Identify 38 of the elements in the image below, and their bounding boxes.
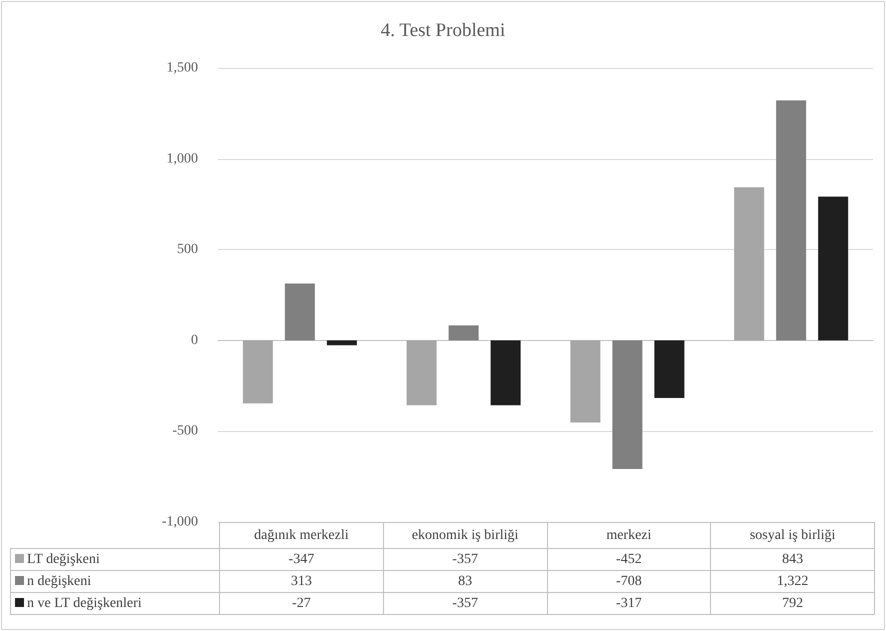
data-label: -347 — [220, 548, 384, 570]
bar — [818, 196, 848, 340]
data-label: -317 — [547, 592, 711, 614]
data-label: -27 — [220, 592, 384, 614]
data-label: -452 — [547, 548, 711, 570]
data-label: 1,322 — [710, 570, 874, 592]
legend-label: LT değişkeni — [10, 548, 220, 570]
x-tick-label: ekonomik iş birliği — [383, 522, 547, 548]
data-label: 843 — [710, 548, 874, 570]
bar — [734, 187, 764, 340]
bar — [612, 340, 642, 469]
y-tick-label: 1,000 — [166, 151, 198, 166]
data-label: 83 — [383, 570, 547, 592]
y-tick-label: -500 — [172, 424, 198, 439]
bar — [570, 340, 600, 422]
bar — [448, 325, 479, 340]
bar — [242, 340, 273, 404]
bar — [284, 284, 315, 340]
x-tick-label: merkezi — [547, 522, 711, 548]
y-tick-label: 500 — [177, 242, 198, 258]
legend-label: n değişkeni — [10, 570, 220, 592]
legend-label: n ve LT değişkenleri — [10, 592, 220, 614]
y-tick-label: 1,500 — [166, 60, 198, 76]
bar — [326, 340, 357, 346]
y-tick-label: -1,000 — [162, 514, 198, 530]
x-tick-label: dağınık merkezli — [220, 522, 384, 548]
bar — [406, 340, 437, 406]
data-label: 792 — [710, 592, 874, 614]
bar — [654, 340, 684, 398]
data-label: -708 — [547, 570, 711, 592]
bar — [490, 340, 521, 406]
bar — [776, 100, 806, 340]
data-label: 313 — [220, 570, 384, 592]
chart-title: 4. Test Problemi — [380, 20, 506, 41]
x-tick-label: sosyal iş birliği — [710, 522, 874, 548]
data-label: -357 — [383, 548, 547, 570]
y-tick-label: 0 — [191, 332, 198, 348]
data-label: -357 — [383, 592, 547, 614]
